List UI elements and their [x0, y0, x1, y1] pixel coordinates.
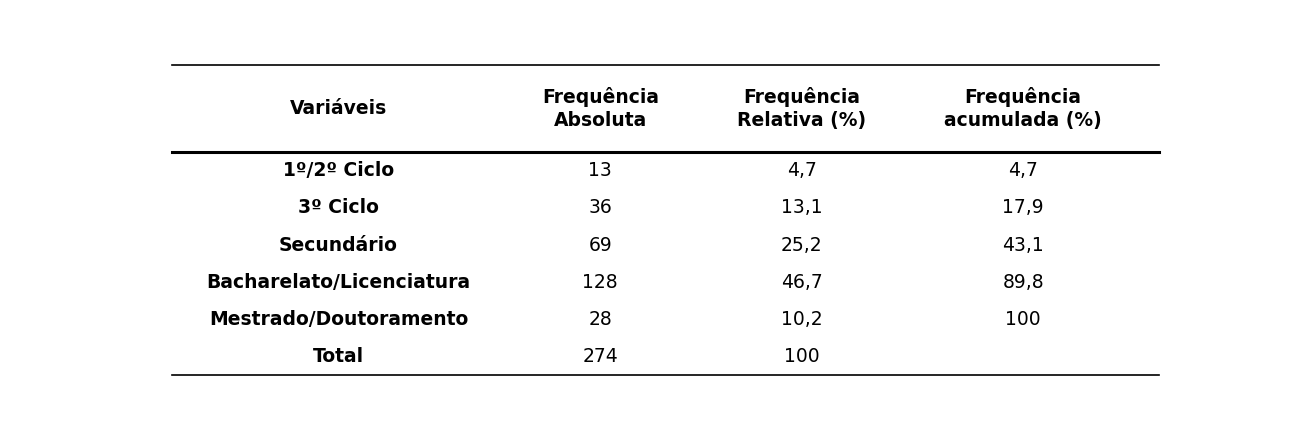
Text: 3º Ciclo: 3º Ciclo [297, 198, 379, 217]
Text: 1º/2º Ciclo: 1º/2º Ciclo [283, 161, 394, 180]
Text: Frequência
acumulada (%): Frequência acumulada (%) [944, 87, 1102, 130]
Text: Frequência
Absoluta: Frequência Absoluta [542, 87, 659, 130]
Text: 36: 36 [588, 198, 612, 217]
Text: 274: 274 [582, 347, 618, 366]
Text: Bacharelato/Licenciatura: Bacharelato/Licenciatura [207, 273, 470, 292]
Text: 100: 100 [1005, 310, 1040, 329]
Text: 43,1: 43,1 [1003, 236, 1044, 255]
Text: 10,2: 10,2 [781, 310, 822, 329]
Text: 69: 69 [588, 236, 612, 255]
Text: 128: 128 [582, 273, 618, 292]
Text: 100: 100 [783, 347, 820, 366]
Text: Frequência
Relativa (%): Frequência Relativa (%) [737, 87, 866, 130]
Text: Total: Total [313, 347, 364, 366]
Text: 25,2: 25,2 [781, 236, 822, 255]
Text: Variáveis: Variáveis [290, 99, 387, 118]
Text: 4,7: 4,7 [787, 161, 817, 180]
Text: 4,7: 4,7 [1008, 161, 1038, 180]
Text: 13: 13 [588, 161, 612, 180]
Text: 17,9: 17,9 [1003, 198, 1044, 217]
Text: Secundário: Secundário [279, 236, 397, 255]
Text: 46,7: 46,7 [781, 273, 822, 292]
Text: 13,1: 13,1 [781, 198, 822, 217]
Text: Mestrado/Doutoramento: Mestrado/Doutoramento [209, 310, 468, 329]
Text: 89,8: 89,8 [1003, 273, 1044, 292]
Text: 28: 28 [588, 310, 612, 329]
